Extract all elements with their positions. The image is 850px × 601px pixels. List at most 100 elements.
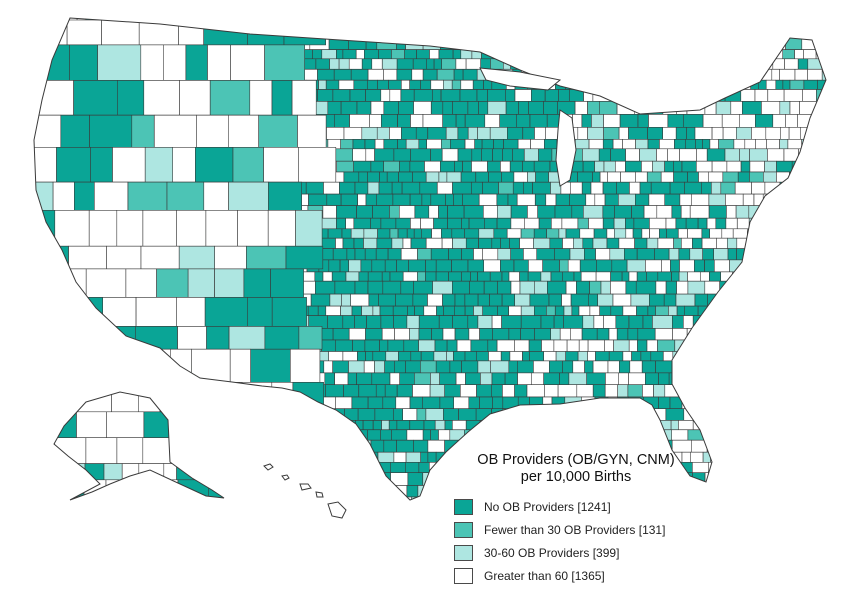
- county-cell: [548, 293, 562, 307]
- county-cell: [675, 293, 696, 307]
- county-cell: [752, 420, 761, 430]
- county-cell: [824, 461, 826, 473]
- county-cell: [636, 271, 648, 282]
- county-cell: [594, 408, 614, 421]
- county-cell: [440, 139, 451, 150]
- county-cell: [389, 228, 399, 239]
- county-cell: [620, 89, 630, 102]
- county-cell: [738, 79, 752, 90]
- county-cell: [308, 420, 321, 430]
- county-cell: [369, 461, 378, 473]
- county-cell: [51, 271, 64, 282]
- county-cell: [820, 305, 826, 316]
- county-cell: [34, 461, 52, 473]
- county-cell: [351, 305, 362, 316]
- county-cell: [766, 384, 782, 398]
- county-cell: [453, 193, 463, 206]
- county-cell: [729, 280, 741, 295]
- county-cell: [258, 114, 298, 148]
- county-cell: [754, 114, 774, 128]
- county-cell: [469, 280, 485, 295]
- county-cell: [774, 305, 790, 316]
- county-cell: [813, 181, 826, 195]
- county-cell: [658, 372, 670, 385]
- county-cell: [235, 396, 251, 409]
- county-cell: [400, 89, 415, 102]
- county-cell: [828, 352, 836, 361]
- county-cell: [634, 193, 650, 206]
- county-cell: [771, 26, 786, 38]
- county-cell: [610, 280, 627, 295]
- county-cell: [591, 114, 604, 128]
- county-cell: [539, 439, 558, 453]
- county-cell: [34, 268, 51, 298]
- county-cell: [215, 420, 228, 430]
- county-cell: [380, 26, 390, 38]
- county-cell: [215, 429, 232, 441]
- county-cell: [452, 181, 472, 195]
- county-cell: [766, 305, 776, 316]
- county-cell: [545, 305, 556, 316]
- county-cell: [627, 328, 639, 341]
- county-cell: [679, 193, 692, 206]
- county-cell: [333, 69, 352, 81]
- county-cell: [454, 328, 470, 341]
- county-cell: [264, 44, 306, 81]
- county-cell: [50, 504, 68, 523]
- county-cell: [482, 248, 499, 261]
- county-cell: [509, 160, 524, 173]
- county-cell: [268, 439, 279, 453]
- county-cell: [307, 305, 319, 316]
- county-cell: [427, 127, 447, 140]
- county-cell: [246, 451, 257, 463]
- county-cell: [225, 384, 243, 398]
- county-cell: [350, 472, 367, 486]
- county-cell: [574, 139, 590, 150]
- county-cell: [729, 351, 740, 362]
- county-cell: [709, 228, 723, 239]
- county-cell: [145, 372, 158, 385]
- county-cell: [574, 101, 588, 115]
- county-cell: [474, 139, 483, 150]
- county-cell: [501, 293, 516, 307]
- county-cell: [357, 193, 367, 206]
- county-cell: [815, 139, 826, 150]
- county-cell: [681, 396, 693, 409]
- county-cell: [406, 315, 420, 329]
- county-cell: [34, 147, 57, 183]
- county-cell: [384, 259, 397, 273]
- county-cell: [828, 50, 838, 59]
- county-cell: [434, 18, 449, 27]
- county-cell: [39, 49, 53, 60]
- county-cell: [411, 69, 424, 81]
- county-cell: [520, 228, 535, 239]
- county-cell: [34, 280, 55, 295]
- county-cell: [125, 268, 157, 298]
- county-cell: [751, 259, 761, 273]
- county-cell: [646, 171, 662, 183]
- county-cell: [513, 439, 524, 453]
- county-cell: [551, 36, 572, 50]
- county-cell: [554, 248, 571, 261]
- county-cell: [323, 181, 340, 195]
- county-cell: [527, 205, 539, 219]
- county-cell: [709, 271, 722, 282]
- county-cell: [297, 429, 315, 441]
- county-cell: [34, 237, 49, 249]
- county-cell: [547, 280, 567, 295]
- county-cell: [530, 429, 549, 441]
- county-cell: [676, 101, 688, 115]
- county-cell: [330, 429, 340, 441]
- county-cell: [564, 26, 576, 38]
- county-cell: [500, 237, 511, 249]
- county-cell: [456, 339, 472, 352]
- county-cell: [51, 472, 68, 486]
- county-cell: [540, 26, 550, 38]
- county-cell: [533, 228, 547, 239]
- county-cell: [429, 49, 440, 60]
- county-cell: [549, 237, 563, 249]
- county-cell: [514, 339, 530, 352]
- county-cell: [463, 205, 484, 219]
- county-cell: [327, 101, 342, 115]
- county-cell: [212, 408, 229, 421]
